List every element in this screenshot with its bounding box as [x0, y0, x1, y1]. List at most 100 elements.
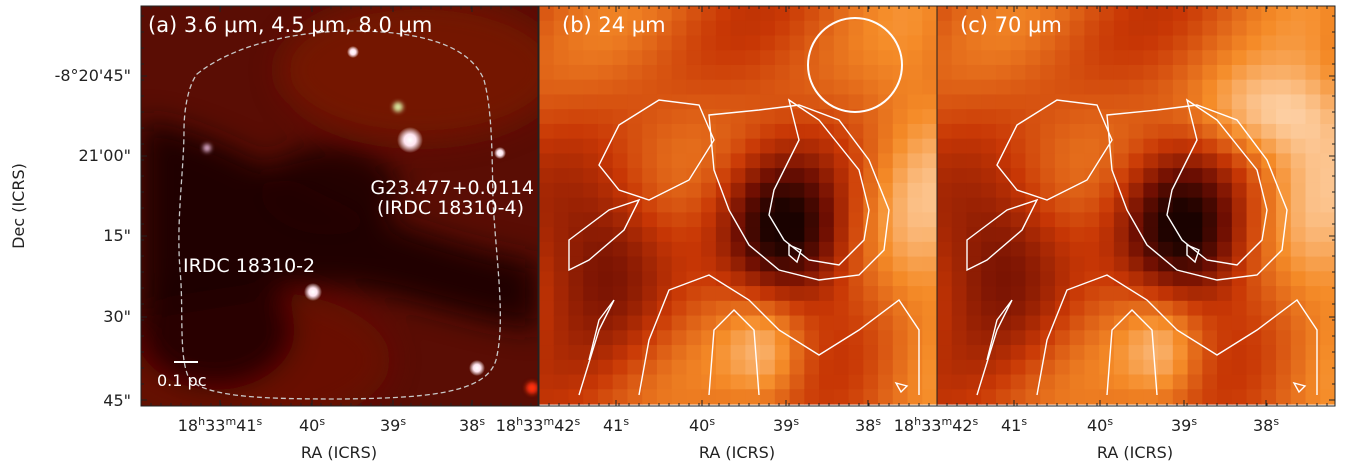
pixel — [833, 374, 850, 390]
pixel — [833, 315, 850, 331]
pixel — [745, 389, 761, 405]
pixel — [745, 20, 761, 37]
pixel — [981, 20, 997, 37]
pixel — [1231, 315, 1248, 331]
pixel — [1202, 241, 1218, 258]
pixel — [568, 64, 584, 81]
intensity-contour — [568, 198, 641, 272]
pixel — [995, 109, 1012, 125]
pixel — [951, 64, 968, 81]
pixel — [1276, 79, 1292, 96]
pixel — [804, 271, 820, 287]
pixel — [1143, 256, 1159, 272]
pixel — [951, 182, 968, 199]
pixel — [730, 345, 746, 361]
pixel — [1276, 197, 1292, 213]
pixel — [819, 168, 835, 184]
pixel — [1276, 212, 1292, 228]
pixel — [1172, 345, 1189, 361]
pixel — [1084, 315, 1100, 331]
pixel — [1172, 286, 1189, 302]
pixel — [1099, 20, 1115, 37]
pixel — [907, 330, 923, 346]
pixel — [833, 6, 850, 22]
pixel — [1084, 6, 1100, 22]
x-tick-label: 39s — [773, 415, 799, 436]
pixel — [1202, 359, 1218, 376]
pixel — [745, 359, 761, 376]
pixel — [995, 197, 1012, 213]
pixel — [833, 20, 850, 37]
pixel — [539, 50, 555, 66]
pixel — [995, 315, 1012, 331]
pixel — [789, 345, 805, 361]
pixel — [656, 374, 673, 390]
pixel — [715, 153, 732, 169]
pixel — [981, 50, 997, 66]
pixel — [1040, 286, 1056, 302]
x-axis-title-a: RA (ICRS) — [301, 443, 377, 462]
pixel — [656, 359, 673, 376]
pixel — [1217, 153, 1233, 169]
pixel — [863, 330, 879, 346]
pixel — [774, 315, 791, 331]
pixel — [1246, 94, 1262, 110]
pixel — [1290, 197, 1307, 213]
x-tick-label: 38s — [459, 415, 485, 436]
pixel — [642, 300, 658, 317]
pixel — [1158, 227, 1174, 243]
y-tick-label: -8°20'45" — [55, 66, 131, 85]
frame-c — [936, 5, 1336, 407]
pixel — [597, 20, 614, 37]
pixel — [892, 138, 909, 155]
pixel — [1231, 50, 1248, 66]
pixel — [1128, 94, 1144, 110]
pixel — [715, 359, 732, 376]
pixel — [583, 94, 599, 110]
pixel — [1040, 241, 1056, 258]
pixel — [1172, 123, 1189, 140]
pixel — [774, 182, 791, 199]
pixel — [878, 389, 894, 405]
pixel — [553, 241, 570, 258]
pixel — [1320, 79, 1335, 96]
contours-c — [966, 98, 1318, 396]
pixel — [804, 315, 820, 331]
pixel — [1099, 64, 1115, 81]
pixel — [1172, 271, 1189, 287]
pixel — [597, 300, 614, 317]
pixel — [1128, 389, 1144, 405]
pixel — [597, 182, 614, 199]
pixel — [1040, 359, 1056, 376]
pixel — [1187, 374, 1203, 390]
pixel — [642, 286, 658, 302]
pixel — [1128, 50, 1144, 66]
pixel — [1113, 330, 1130, 346]
pixel — [1069, 50, 1086, 66]
pixel — [642, 197, 658, 213]
pixel — [1217, 286, 1233, 302]
pixel — [892, 359, 909, 376]
pixel — [745, 168, 761, 184]
pixel — [760, 64, 776, 81]
pixel — [1290, 286, 1307, 302]
pixel — [1276, 241, 1292, 258]
pixel — [981, 241, 997, 258]
pixel — [760, 138, 776, 155]
pixel — [1099, 345, 1115, 361]
pixel — [642, 241, 658, 258]
pixel — [878, 241, 894, 258]
pixel — [1128, 79, 1144, 96]
pixel — [701, 6, 717, 22]
pixel — [1217, 182, 1233, 199]
pixel — [1172, 168, 1189, 184]
pixel — [833, 359, 850, 376]
source-label-main-alias: (IRDC 18310-4) — [377, 197, 524, 219]
pixel — [671, 6, 688, 22]
pixel — [715, 271, 732, 287]
pixel — [730, 212, 746, 228]
pixel — [539, 271, 555, 287]
pixel — [656, 241, 673, 258]
pixel — [819, 50, 835, 66]
pixel — [627, 315, 643, 331]
